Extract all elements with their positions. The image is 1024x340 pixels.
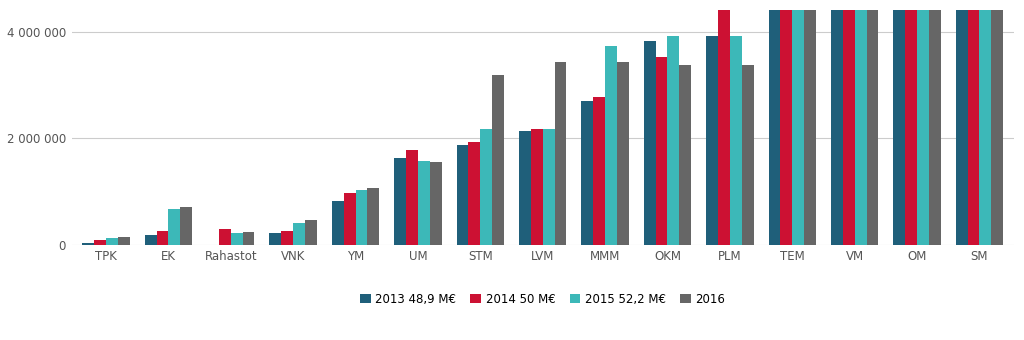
Bar	[793, 0, 804, 245]
Bar	[355, 190, 368, 245]
Legend: 2013 48,9 M€, 2014 50 M€, 2015 52,2 M€, 2016: 2013 48,9 M€, 2014 50 M€, 2015 52,2 M€, …	[360, 293, 725, 306]
Bar	[219, 230, 230, 245]
Bar	[780, 0, 793, 245]
Bar	[305, 220, 316, 245]
Bar	[157, 231, 168, 245]
Bar	[707, 36, 718, 245]
Bar	[905, 0, 918, 245]
Bar	[617, 63, 629, 245]
Bar	[955, 0, 968, 245]
Bar	[668, 36, 679, 245]
Bar	[457, 145, 468, 245]
Bar	[555, 63, 566, 245]
Bar	[866, 0, 879, 245]
Bar	[480, 129, 493, 245]
Bar	[929, 0, 941, 245]
Bar	[118, 237, 130, 245]
Bar	[468, 142, 480, 245]
Bar	[269, 233, 282, 245]
Bar	[293, 223, 305, 245]
Bar	[543, 129, 555, 245]
Bar	[243, 232, 255, 245]
Bar	[605, 47, 617, 245]
Bar	[918, 0, 929, 245]
Bar	[804, 0, 816, 245]
Bar	[730, 36, 741, 245]
Bar	[282, 231, 293, 245]
Bar	[94, 240, 106, 245]
Bar	[655, 57, 668, 245]
Bar	[180, 207, 193, 245]
Bar	[893, 0, 905, 245]
Bar	[718, 9, 730, 245]
Bar	[582, 101, 593, 245]
Bar	[344, 192, 355, 245]
Bar	[144, 235, 157, 245]
Bar	[368, 188, 379, 245]
Bar	[493, 75, 504, 245]
Bar	[769, 0, 780, 245]
Bar	[968, 0, 979, 245]
Bar	[230, 233, 243, 245]
Bar	[530, 129, 543, 245]
Bar	[843, 0, 855, 245]
Bar	[855, 0, 866, 245]
Bar	[741, 65, 754, 245]
Bar	[979, 0, 991, 245]
Bar	[830, 0, 843, 245]
Bar	[679, 65, 691, 245]
Bar	[430, 162, 441, 245]
Bar	[991, 0, 1004, 245]
Bar	[82, 243, 94, 245]
Bar	[394, 158, 407, 245]
Bar	[332, 201, 344, 245]
Bar	[644, 41, 655, 245]
Bar	[168, 208, 180, 245]
Bar	[519, 131, 530, 245]
Bar	[407, 150, 418, 245]
Bar	[593, 97, 605, 245]
Bar	[106, 238, 118, 245]
Bar	[418, 160, 430, 245]
